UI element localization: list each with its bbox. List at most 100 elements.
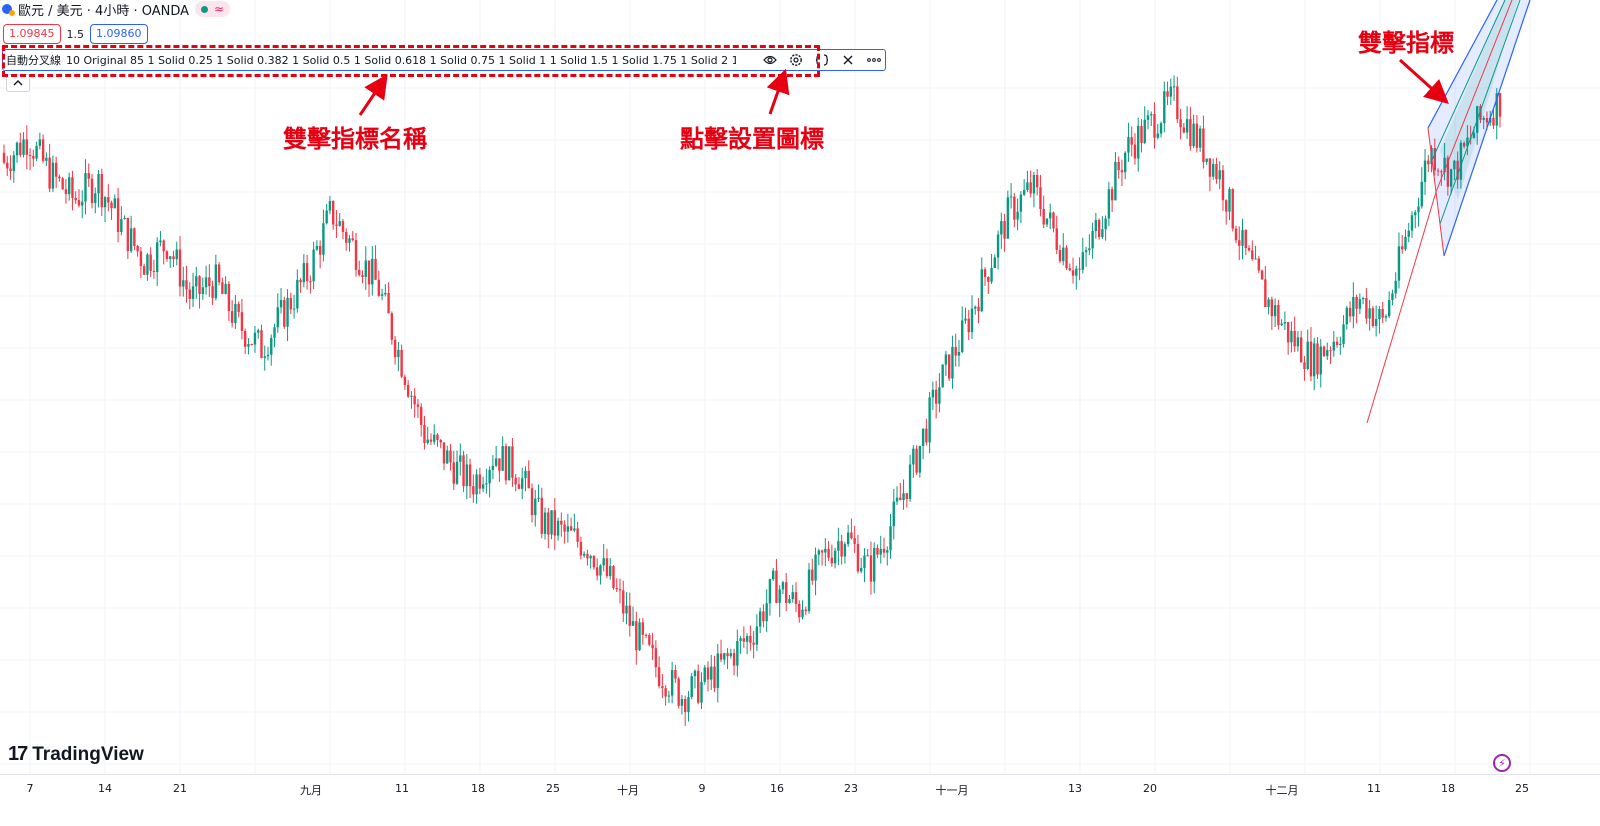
candle-body [1208,158,1212,177]
sell-price-button[interactable]: 1.09845 [3,24,61,44]
candle-body [697,670,700,703]
candle-body [54,162,58,177]
candle-body [1316,343,1319,375]
candle-body [827,548,830,558]
candle-body [188,289,191,299]
more-icon[interactable] [865,51,883,69]
candle-body [1309,341,1313,377]
candle-body [1303,362,1306,370]
candle-body [146,254,149,275]
tradingview-logo[interactable]: 17 TradingView [8,743,144,766]
candle-body [925,428,928,443]
candle-body [814,554,817,581]
candle-body [338,221,341,226]
candle-body [599,565,602,576]
buy-price-button[interactable]: 1.09860 [90,24,148,44]
candle-body [48,157,51,189]
candle-body [126,217,130,251]
candle-body [1026,182,1029,191]
time-axis-label: 25 [546,782,560,795]
candle-body [1042,208,1045,225]
candle-body [1417,206,1420,213]
candle-body [560,520,563,525]
time-axis-label: 18 [471,782,485,795]
candle-body [1267,299,1270,308]
candle-body [749,635,752,643]
candle-body [1019,194,1023,212]
candle-body [563,524,566,532]
candle-body [19,142,22,155]
candle-body [615,587,618,590]
candle-body [325,210,328,224]
candle-body [511,446,514,478]
candle-body [595,567,599,576]
candle-body [846,532,850,545]
time-axis[interactable]: 7 14 21 九月 11 18 25 十月 9 16 23 十一月 13 20 十二月 11 18 25 [0,774,1600,803]
candle-body [1306,341,1309,370]
candle-body [1299,337,1303,363]
candle-body [1130,137,1133,145]
candle-body [866,555,869,557]
candle-body [478,474,482,489]
candle-body [1156,133,1159,138]
candle-body [993,257,997,269]
candle-body [651,644,654,649]
candle-body [785,582,788,604]
candle-body [547,512,550,535]
candle-body [892,501,895,527]
candle-body [234,303,237,323]
candle-body [1293,330,1296,347]
candle-body [1251,250,1254,260]
candle-body [35,145,38,159]
symbol-header[interactable]: 歐元 / 美元 · 4小時 · OANDA ≈ [0,0,300,19]
eye-icon[interactable] [761,51,779,69]
candle-body [951,346,954,379]
candle-body [1352,296,1355,317]
candle-body [934,389,938,404]
candle-body [384,292,387,295]
candle-body [468,464,472,487]
symbol-title[interactable]: 歐元 / 美元 · 4小時 · OANDA [18,3,190,19]
candle-body [1215,164,1218,180]
candle-body [775,570,778,603]
candle-body [1016,211,1019,220]
candle-body [289,297,293,310]
candle-body [716,653,719,688]
candle-body [113,198,117,209]
candle-body [309,281,312,283]
candle-body [569,526,573,531]
candle-body [579,541,583,556]
indicator-legend[interactable]: 自動分叉線 10 Original 85 1 Solid 0.25 1 Soli… [2,49,886,71]
lightning-icon[interactable]: ⚡ [1493,754,1511,772]
candle-body [1365,297,1368,319]
candle-body [1088,248,1091,251]
candle-body [1407,230,1410,237]
indicator-name[interactable]: 自動分叉線 [6,54,61,67]
candle-body [1257,258,1261,271]
candle-body [1120,170,1124,173]
candle-body [693,670,697,677]
candle-body [680,698,684,706]
candle-body [240,312,244,331]
candle-body [895,497,899,502]
candle-body [1449,169,1453,187]
candle-body [996,234,1000,258]
gear-icon[interactable] [787,51,805,69]
candle-body [397,349,400,358]
candle-body [299,279,302,283]
market-status-badge[interactable]: ≈ [195,1,231,17]
fork-lower-line [1443,0,1531,257]
candle-body [387,292,390,314]
candle-body [1000,221,1003,235]
close-icon[interactable] [839,51,857,69]
indicator-params: 10 Original 85 1 Solid 0.25 1 Solid 0.38… [66,53,736,67]
candle-body [318,245,322,255]
candle-body [380,294,384,296]
candle-body [1218,170,1221,180]
candle-body [178,249,182,287]
candle-body [1332,341,1335,351]
candle-body [208,277,211,287]
candle-body [501,446,504,471]
candle-body [622,590,625,614]
price-chart[interactable] [0,0,1600,800]
